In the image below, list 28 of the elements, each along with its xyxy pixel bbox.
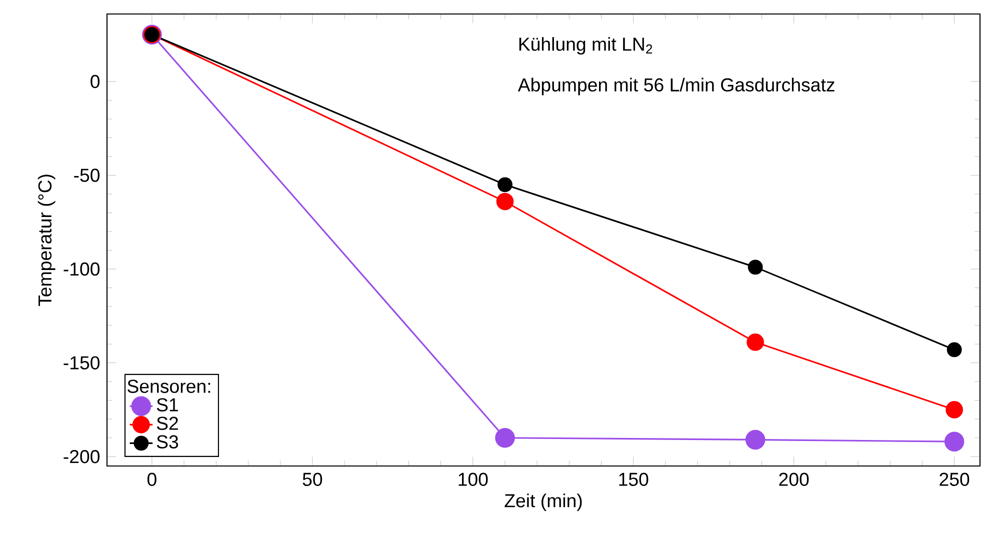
y-tick-label: -200 <box>64 450 100 464</box>
annotation: Abpumpen mit 56 L/min Gasdurchsatz <box>518 78 834 96</box>
x-tick-label: 0 <box>147 472 156 486</box>
x-axis-title: Zeit (min) <box>504 494 582 511</box>
y-tick-label: -50 <box>74 168 100 182</box>
x-tick-label: 50 <box>302 472 322 486</box>
legend-title: Sensoren: <box>128 380 210 393</box>
annotation: Kühlung mit LN$_{2}$ <box>519 37 652 55</box>
point <box>946 401 963 418</box>
point <box>496 192 514 210</box>
y-tick-label: -100 <box>64 262 100 276</box>
legend-label: S2 <box>156 416 178 430</box>
legend-label: S3 <box>156 435 178 448</box>
point <box>498 177 512 192</box>
legend-label: S1 <box>156 398 178 412</box>
x-tick-label: 150 <box>619 472 648 486</box>
point <box>944 432 964 452</box>
x-tick-label: 200 <box>779 472 809 486</box>
x-tick-label: 100 <box>458 472 488 486</box>
y-tick-label: -150 <box>64 356 100 370</box>
point <box>745 430 766 450</box>
y-tick-label: 0 <box>90 74 100 88</box>
x-tick-label: 250 <box>940 472 970 486</box>
point <box>748 260 763 275</box>
point <box>946 342 962 358</box>
point <box>495 428 515 448</box>
y-axis-title: Temperatur (°C) <box>38 174 56 306</box>
point <box>746 334 764 351</box>
